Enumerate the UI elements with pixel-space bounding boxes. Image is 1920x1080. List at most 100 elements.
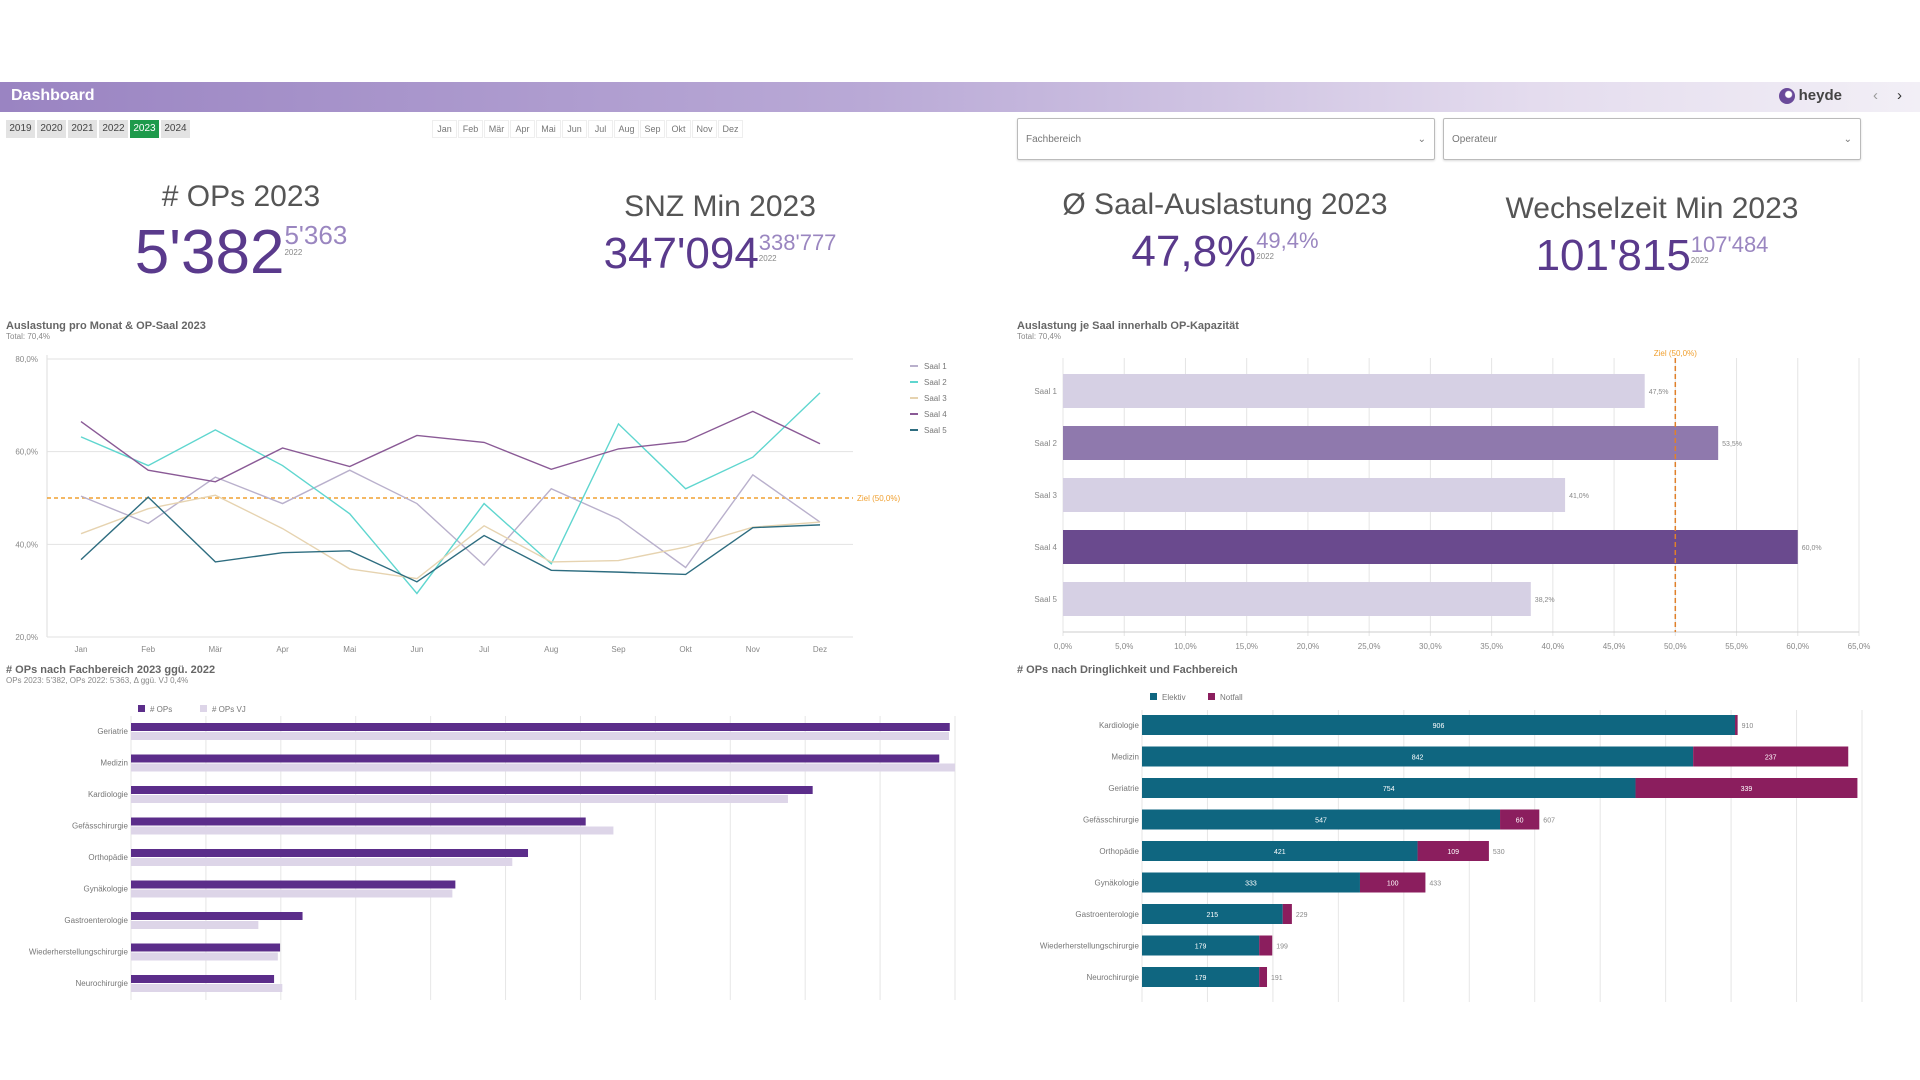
nav-next-button[interactable]: › [1897,87,1902,104]
year-button-2021[interactable]: 2021 [68,120,97,138]
year-button-2023[interactable]: 2023 [130,120,159,138]
category-label: Medizin [100,759,128,768]
series-line-saal-4 [80,410,821,483]
x-tick-label: 50,0% [1664,642,1687,651]
bar-segment-notfall [1635,778,1858,798]
month-button-10[interactable]: Nov [692,120,717,138]
bar-segment-notfall [1282,904,1292,924]
x-tick-label: Mär [208,645,222,654]
kpi-card: SNZ Min 2023 347'094 338'777 2022 [500,190,940,276]
category-label: Gynäkologie [84,885,129,894]
kpi-title: Ø Saal-Auslastung 2023 [1062,188,1388,221]
category-label: Gastroenterologie [64,916,128,925]
category-label: Wiederherstellungschirurgie [1040,942,1140,951]
x-tick-label: Dez [813,645,827,654]
bar-segment-elektiv [1142,967,1260,987]
month-button-6[interactable]: Jul [588,120,613,138]
year-button-2019[interactable]: 2019 [6,120,35,138]
month-button-7[interactable]: Aug [614,120,639,138]
bar-ops [131,786,813,794]
total-label: 910 [1742,723,1754,730]
x-tick-label: 60,0% [1786,642,1809,651]
x-tick-label: Mai [343,645,356,654]
kpi-title: SNZ Min 2023 [624,190,816,223]
legend-label: # OPs [150,705,172,714]
month-button-4[interactable]: Mai [536,120,561,138]
bar-ops [131,849,529,857]
fachbereich-dropdown[interactable]: Fachbereich ⌄ [1017,118,1435,160]
x-tick-label: 35,0% [1480,642,1503,651]
year-button-2024[interactable]: 2024 [161,120,190,138]
x-tick-label: 30,0% [1419,642,1442,651]
bar-ops-vj [131,763,955,772]
value-label: 47,5% [1649,389,1669,396]
segment-value-label: 339 [1741,786,1753,793]
operateur-dropdown[interactable]: Operateur ⌄ [1443,118,1861,160]
category-label: Neurochirurgie [1087,973,1140,982]
month-button-3[interactable]: Apr [510,120,535,138]
category-label: Saal 1 [1034,387,1057,396]
total-label: 199 [1276,944,1288,951]
bar-ops-vj [131,889,453,898]
total-label: 229 [1296,912,1308,919]
y-tick-label: 80,0% [15,355,38,364]
chart-title: Auslastung pro Monat & OP-Saal 2023 [6,320,206,332]
kpi-comparison: 49,4% 2022 [1256,230,1318,262]
series-line-saal-2 [80,392,821,595]
month-button-1[interactable]: Feb [458,120,483,138]
segment-value-label: 754 [1383,786,1395,793]
month-button-11[interactable]: Dez [718,120,743,138]
segment-value-label: 547 [1315,818,1327,825]
year-button-2022[interactable]: 2022 [99,120,128,138]
utilization-line-chart: 20,0% 40,0% 60,0% 80,0% Jan Feb Mär Apr Mai Jun Ju… [15,355,947,654]
operateur-label: Operateur [1452,133,1498,145]
chevron-down-icon: ⌄ [1843,133,1852,145]
bar-saal-4 [1063,530,1798,564]
heyde-logo-icon [1778,87,1795,104]
bar-saal-1 [1063,374,1645,408]
bar-saal-5 [1063,582,1531,616]
bar-ops [131,975,275,983]
target-label: Ziel (50,0%) [1654,349,1697,358]
month-button-9[interactable]: Okt [666,120,691,138]
legend-swatch [200,705,207,712]
ops-by-department-chart-header: # OPs nach Fachbereich 2023 ggü. 2022 OP… [6,664,215,685]
segment-value-label: 179 [1195,944,1207,951]
nav-prev-button[interactable]: ‹ [1873,87,1878,104]
x-tick-label: 55,0% [1725,642,1748,651]
kpi-card: Ø Saal-Auslastung 2023 47,8% 49,4% 2022 [1005,188,1445,274]
bar-segment-elektiv [1142,841,1418,861]
category-label: Saal 3 [1034,491,1057,500]
legend-swatch [1208,693,1215,700]
legend-label: Saal 3 [924,394,947,403]
category-label: Medizin [1111,753,1139,762]
x-tick-label: 25,0% [1358,642,1381,651]
category-label: Orthopädie [1099,847,1139,856]
kpi-value-group: 5'382 5'363 2022 [135,222,348,284]
month-button-5[interactable]: Jun [562,120,587,138]
segment-value-label: 237 [1765,755,1777,762]
bar-segment-notfall [1735,715,1738,735]
bar-ops-vj [131,952,278,961]
category-label: Geriatrie [1108,784,1139,793]
chart-subtitle: OPs 2023: 5'382, OPs 2022: 5'363, Δ ggü.… [6,676,189,685]
bar-segment-elektiv [1142,746,1694,767]
segment-value-label: 60 [1516,818,1524,825]
bar-ops [131,880,456,889]
kpi-value: 347'094 [603,229,759,278]
year-button-2020[interactable]: 2020 [37,120,66,138]
month-button-2[interactable]: Mär [484,120,509,138]
month-button-0[interactable]: Jan [432,120,457,138]
kpi-card: # OPs 2023 5'382 5'363 2022 [21,180,461,284]
kpi-value-group: 347'094 338'777 2022 [604,232,837,276]
bar-segment-elektiv [1142,715,1736,735]
legend-label: Saal 4 [924,410,947,419]
chart-subtitle: Total: 70,4% [1017,332,1062,341]
category-label: Saal 4 [1034,543,1057,552]
chart-title: # OPs nach Dringlichkeit und Fachbereich [1017,664,1238,676]
bar-ops-vj [131,826,614,835]
bar-segment-notfall [1359,872,1426,893]
total-label: 530 [1493,849,1505,856]
kpi-value: 47,8% [1131,227,1257,276]
month-button-8[interactable]: Sep [640,120,665,138]
